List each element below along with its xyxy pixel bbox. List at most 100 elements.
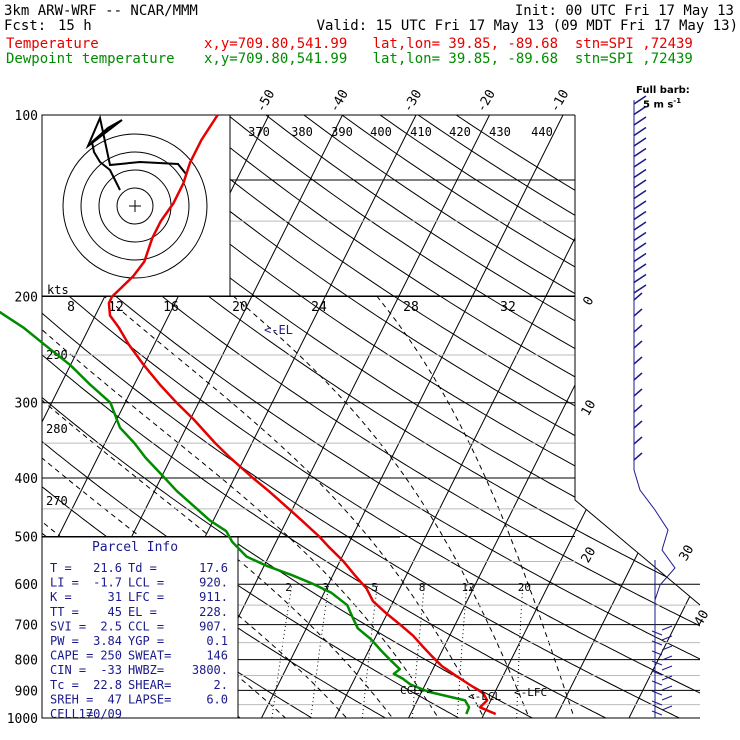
parcel-value: 45 (108, 605, 122, 619)
wind-barb (633, 242, 647, 252)
moist-adiabat (104, 296, 491, 718)
wind-barb (633, 436, 643, 445)
wind-barb-low (651, 700, 663, 706)
wind-barb (633, 372, 643, 381)
wind-barb (633, 273, 647, 284)
moist-adiabat (376, 296, 579, 718)
dry-adiabat (98, 115, 700, 718)
lfc-marker: <-LFC (514, 686, 547, 699)
wind-barb-low (661, 625, 673, 631)
hodograph-ring-label: 24 (311, 300, 327, 315)
mixing-ratio-label: 20 (518, 581, 531, 594)
wind-barb (633, 137, 647, 147)
parcel-label: HWBZ= (128, 663, 164, 677)
isotherm-label: 40 (692, 608, 713, 629)
wind-barb (633, 168, 647, 179)
hodograph-ring-label: 12 (108, 300, 124, 315)
dry-adiabat (42, 115, 700, 718)
wind-barb-low (661, 685, 673, 691)
hodograph-ring (116, 187, 154, 225)
dewpoint-line (0, 310, 471, 715)
wind-legend-line1: Full barb: (636, 85, 690, 96)
parcel-label: CCL = (128, 619, 164, 633)
mixing-ratio-label: 3 (322, 581, 329, 594)
isotherm-label: -30 (401, 87, 426, 115)
parcel-label: K = (50, 590, 72, 604)
isotherm-label: -20 (474, 87, 499, 115)
parcel-value: 6.0 (206, 692, 228, 706)
wind-barb (633, 263, 647, 273)
isotherm-line (261, 115, 564, 718)
pressure-label: 300 (15, 397, 38, 412)
wind-legend-line2: 5 m s-1 (643, 96, 681, 110)
parcel-value: 146 (206, 649, 228, 663)
pressure-label: 200 (15, 291, 38, 306)
parcel-label: Td = (128, 561, 157, 575)
hodograph-ring (62, 133, 208, 279)
mixing-ratio-label: 12 (462, 581, 475, 594)
dewpoint-location-info: x,y=709.80,541.99 lat,lon= 39.85, -89.68… (204, 51, 693, 67)
pressure-label: 400 (15, 472, 38, 487)
parcel-box-frame (41, 536, 239, 719)
mixing-ratio-label: 2 (285, 581, 292, 594)
parcel-value: 920. (199, 576, 228, 590)
pressure-label: 1000 (7, 712, 38, 727)
parcel-label: SHEAR= (128, 678, 171, 692)
isotherm-label: 0 (581, 294, 598, 308)
theta-label: 410 (410, 125, 432, 139)
parcel-value: 907. (199, 619, 228, 633)
wind-barb (633, 158, 647, 168)
dry-adiabat (42, 115, 700, 718)
wind-barb-low (661, 645, 673, 651)
theta-label: 380 (291, 125, 313, 139)
mixing-ratio-label: 8 (419, 581, 426, 594)
pressure-label: 600 (15, 578, 38, 593)
parcel-value: 22.8 (93, 678, 122, 692)
moist-adiabat (42, 296, 403, 718)
dry-adiabat (42, 115, 700, 718)
init-time: Init: 00 UTC Fri 17 May 13 (514, 3, 734, 19)
parcel-label: LFC = (128, 590, 164, 604)
wind-barb-low (651, 710, 663, 716)
parcel-value: 911. (199, 590, 228, 604)
parcel-value: 3800. (192, 663, 228, 677)
wind-barb-low (651, 660, 663, 666)
parcel-label: LAPSE= (128, 692, 171, 706)
wind-barb-low (661, 635, 673, 641)
dry-adiabat (42, 115, 700, 718)
wind-barb (633, 105, 647, 116)
theta-label: 440 (531, 125, 553, 139)
parcel-label: T = (50, 561, 72, 575)
wind-barb-low (661, 655, 673, 661)
parcel-info-box: Parcel Info T = 21.6 Td = 17.6 LI = -1.7 LCL = 9… (41, 536, 400, 721)
hodograph-units: kts (47, 283, 69, 297)
parcel-label: CIN = (50, 663, 86, 677)
theta-label: 370 (248, 125, 270, 139)
wind-barb-low (651, 630, 663, 636)
dry-adiabat (398, 115, 700, 718)
hodograph-ring-label: 32 (500, 300, 516, 315)
parcel-value: 228. (199, 605, 228, 619)
dry-adiabat (0, 102, 35, 731)
hodograph-ring (80, 151, 190, 261)
hodograph-ring-label: 20 (232, 300, 248, 315)
hodograph: kts 8 12 16 20 24 28 32 (41, 114, 575, 315)
moist-adiabat (233, 296, 535, 718)
pressure-label: 900 (15, 684, 38, 699)
wind-legend-unit: 5 m s (643, 99, 674, 111)
parcel-value: 31 (108, 590, 122, 604)
el-marker: <-EL (264, 323, 293, 337)
wind-barb (633, 189, 647, 200)
dry-adiabat (42, 115, 700, 718)
parcel-label: SREH = (50, 692, 93, 706)
parcel-label: TT = (50, 605, 79, 619)
theta-side-label: 280 (46, 422, 68, 436)
theta-label: 390 (331, 125, 353, 139)
isotherm-line (555, 115, 700, 718)
wind-barb-low (661, 675, 673, 681)
parcel-value: 47 (108, 692, 122, 706)
parcel-value: 2.5 (100, 619, 122, 633)
parcel-value: 0.1 (206, 634, 228, 648)
mixing-ratio-label: 5 (371, 581, 378, 594)
parcel-value: 17.6 (199, 561, 228, 575)
